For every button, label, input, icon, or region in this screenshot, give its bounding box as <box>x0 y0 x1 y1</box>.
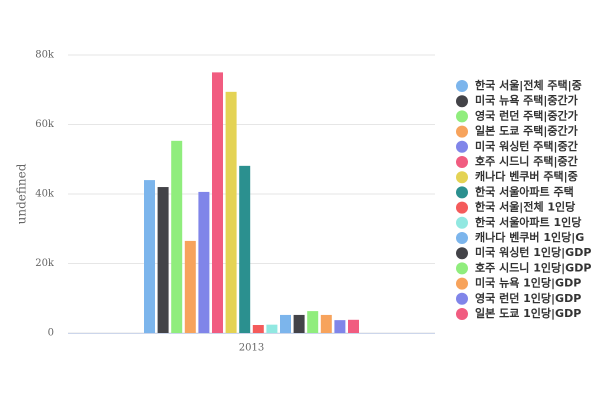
legend-label: 미국 뉴욕 1인당|GDP <box>475 276 581 290</box>
legend-label: 미국 뉴욕 주택|중간가 <box>475 93 578 107</box>
legend-label: 한국 서울|전체 1인당 <box>475 200 575 214</box>
legend-label: 미국 워싱턴 주택|중간 <box>475 139 578 153</box>
legend-marker <box>456 262 468 275</box>
legend-label: 한국 서울|전체 주택|중 <box>475 78 582 92</box>
legend-marker <box>456 277 468 290</box>
legend-label: 한국 서울아파트 주택 <box>475 184 574 198</box>
bar <box>320 314 332 333</box>
bar <box>307 311 319 333</box>
legend-label: 한국 서울아파트 1인당 <box>475 215 581 229</box>
legend-label: 캐나다 벤쿠버 1인당|G <box>475 230 584 244</box>
legend-marker <box>456 232 468 244</box>
legend-marker <box>456 247 468 260</box>
bar <box>198 191 210 333</box>
legend-marker <box>456 171 468 184</box>
y-tick-label: 60k <box>35 119 55 130</box>
y-axis-label: undefined <box>15 163 29 224</box>
legend-marker <box>456 201 468 214</box>
legend-label: 호주 시드니 주택|중간 <box>475 154 578 168</box>
y-tick-label: 40k <box>35 189 55 200</box>
y-tick-label: 20k <box>35 258 55 269</box>
legend-label: 캐나다 벤쿠버 주택|중 <box>475 169 578 183</box>
bar <box>266 324 278 333</box>
legend-label: 영국 런던 1인당|GDP <box>475 291 581 305</box>
legend-marker <box>456 125 468 138</box>
bar <box>184 240 196 333</box>
bar <box>239 165 251 333</box>
legend-marker <box>456 186 468 199</box>
legend-label: 일본 도쿄 주택|중간가 <box>475 124 578 138</box>
legend-marker <box>456 216 468 229</box>
y-tick-label: 0 <box>48 328 54 339</box>
legend-marker <box>456 292 468 305</box>
bar <box>348 319 359 333</box>
bar <box>252 325 264 333</box>
bar <box>334 320 346 333</box>
legend-marker <box>456 80 468 92</box>
legend-marker <box>456 308 468 320</box>
bar <box>144 180 155 333</box>
legend-marker <box>456 156 468 168</box>
legend-marker <box>456 95 468 108</box>
bar <box>280 314 291 333</box>
legend-marker <box>456 140 468 153</box>
bar <box>171 140 183 333</box>
legend-marker <box>456 110 468 123</box>
bar <box>157 187 169 333</box>
bar <box>225 91 237 334</box>
bar <box>293 314 305 333</box>
legend-label: 미국 워싱턴 1인당|GDP <box>475 245 591 259</box>
y-tick-label: 80k <box>35 50 55 61</box>
x-tick-label: 2013 <box>239 343 264 354</box>
legend-label: 일본 도쿄 1인당|GDP <box>475 306 581 320</box>
legend-label: 영국 런던 주택|중간가 <box>475 108 578 122</box>
bar <box>212 72 223 333</box>
legend-label: 호주 시드니 1인당|GDP <box>475 260 591 274</box>
